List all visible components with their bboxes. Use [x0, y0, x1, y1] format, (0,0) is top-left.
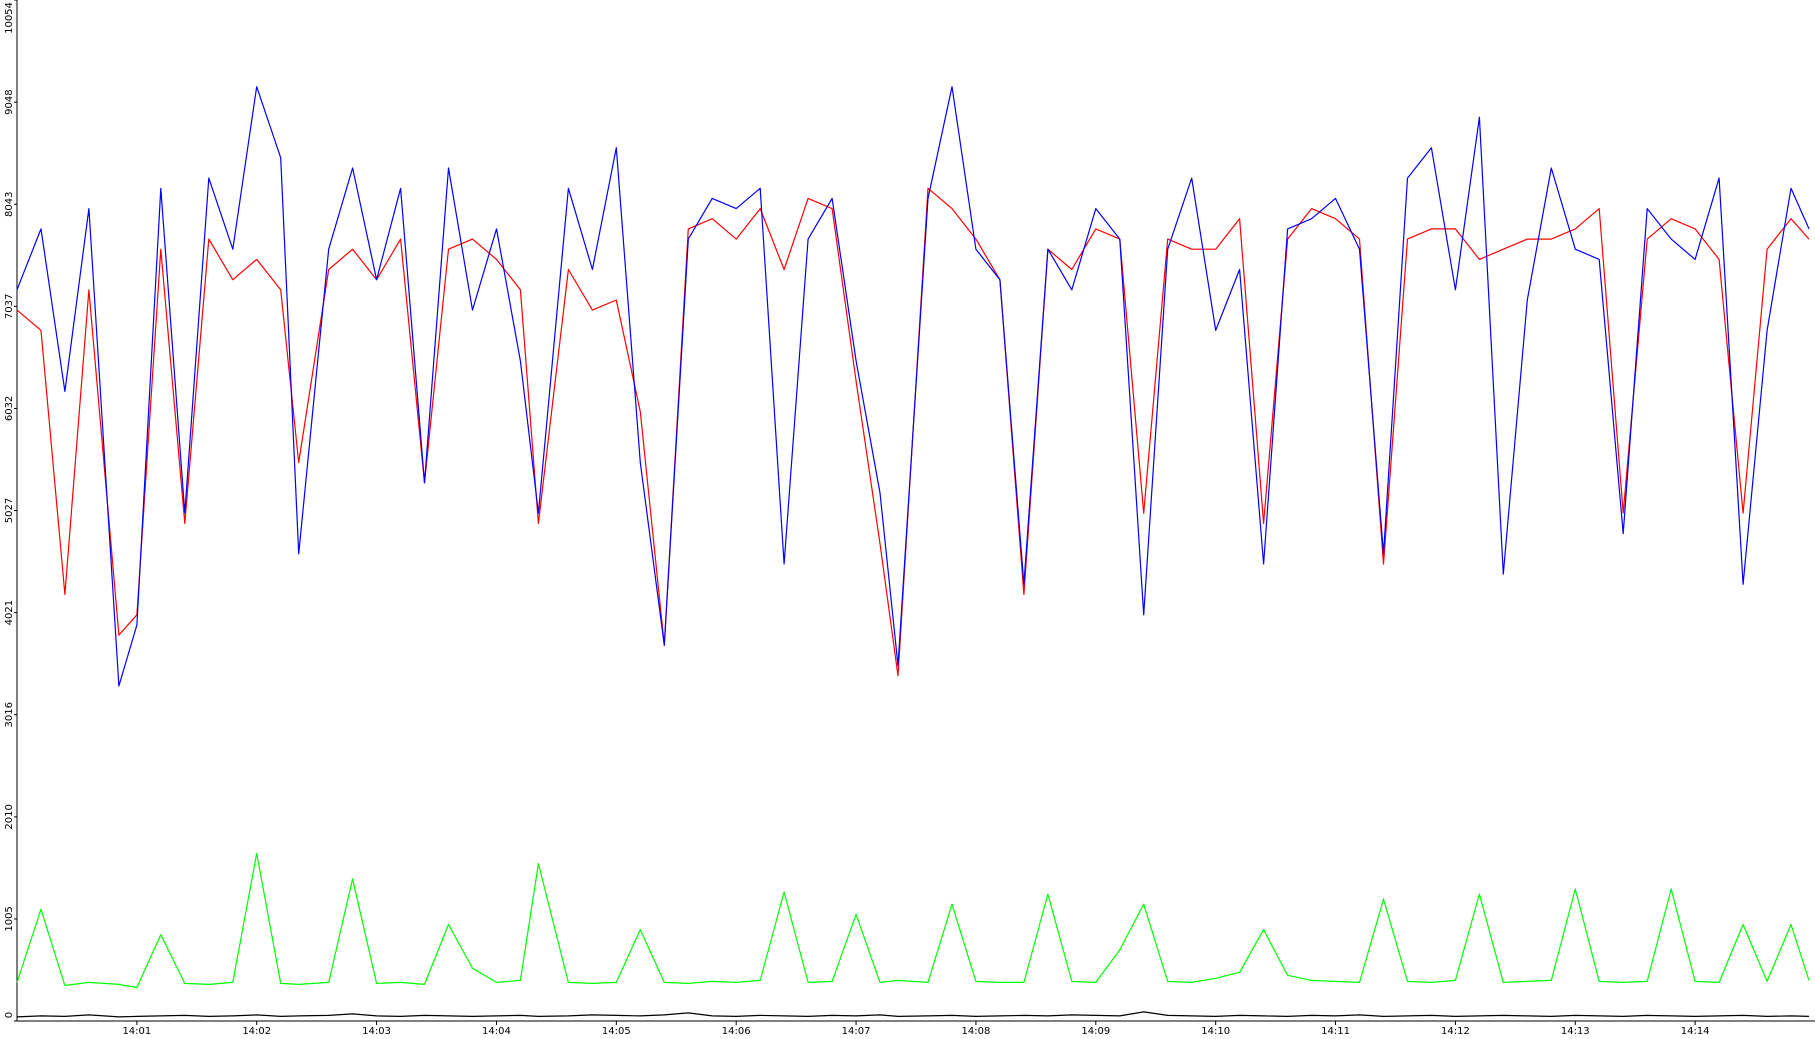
y-tick-label: 9048 — [4, 89, 15, 114]
y-tick-label: 2010 — [4, 804, 15, 829]
x-tick-label: 14:12 — [1441, 1026, 1470, 1037]
y-tick-label: 8043 — [4, 191, 15, 216]
x-tick-label: 14:10 — [1201, 1026, 1230, 1037]
x-tick-label: 14:14 — [1681, 1026, 1710, 1037]
y-tick-label: 5027 — [4, 498, 15, 523]
y-tick-label: 7037 — [4, 294, 15, 319]
series-line — [16, 852, 1810, 989]
y-tick-label: 3016 — [4, 702, 15, 727]
x-tick-label: 14:11 — [1321, 1026, 1350, 1037]
x-tick-label: 14:01 — [122, 1026, 151, 1037]
x-tick-label: 14:05 — [602, 1026, 631, 1037]
x-tick-label: 14:02 — [242, 1026, 271, 1037]
series-line — [16, 86, 1810, 687]
y-tick-label: 1005 — [4, 906, 15, 931]
x-tick-label: 14:09 — [1081, 1026, 1110, 1037]
y-tick-label: 10054 — [4, 2, 15, 34]
x-tick-label: 14:06 — [722, 1026, 751, 1037]
x-tick-label: 14:04 — [482, 1026, 511, 1037]
x-tick-label: 14:03 — [362, 1026, 391, 1037]
x-tick-label: 14:08 — [962, 1026, 991, 1037]
y-tick-label: 0 — [4, 1012, 15, 1018]
x-tick-label: 14:07 — [842, 1026, 871, 1037]
series-line — [16, 1011, 1810, 1018]
y-tick-label: 6032 — [4, 396, 15, 421]
y-tick-label: 4021 — [4, 600, 15, 625]
x-tick-label: 14:13 — [1561, 1026, 1590, 1037]
